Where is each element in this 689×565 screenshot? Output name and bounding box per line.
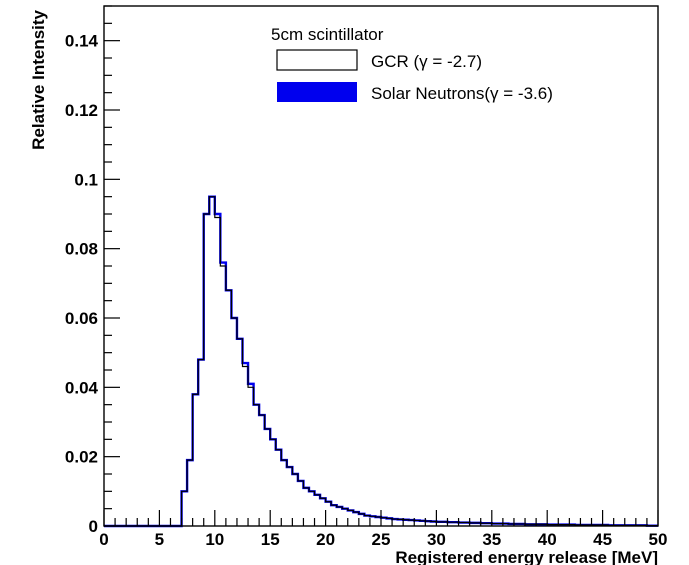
y-tick-label: 0.04 bbox=[65, 378, 99, 397]
legend-swatch-gcr bbox=[276, 49, 358, 71]
x-tick-label: 5 bbox=[155, 530, 164, 549]
legend-title: 5cm scintillator bbox=[271, 25, 384, 44]
y-tick-label: 0.1 bbox=[74, 170, 98, 189]
series-layer bbox=[104, 195, 658, 528]
x-tick-label: 20 bbox=[316, 530, 335, 549]
y-axis-title: Relative Intensity bbox=[29, 9, 48, 149]
y-tick-label: 0.02 bbox=[65, 448, 98, 467]
y-tick-label: 0.14 bbox=[65, 32, 99, 51]
legend-label-solar: Solar Neutrons(γ = -3.6) bbox=[371, 84, 553, 103]
x-tick-label: 40 bbox=[538, 530, 557, 549]
legend: 5cm scintillator GCR (γ = -2.7) Solar Ne… bbox=[271, 25, 553, 103]
x-axis-ticks: 0 5 10 15 20 25 30 35 40 45 50 bbox=[99, 510, 667, 549]
legend-swatch-solar bbox=[277, 82, 357, 102]
x-tick-label: 0 bbox=[99, 530, 108, 549]
y-axis-ticks: 0 0.02 0.04 0.06 0.08 0.1 0.12 0.14 bbox=[65, 5, 120, 536]
x-axis-title: Registered energy release [MeV] bbox=[395, 548, 658, 565]
legend-label-gcr: GCR (γ = -2.7) bbox=[371, 52, 482, 71]
x-tick-label: 30 bbox=[427, 530, 446, 549]
x-tick-label: 10 bbox=[205, 530, 224, 549]
x-tick-label: 25 bbox=[372, 530, 391, 549]
y-tick-label: 0.12 bbox=[65, 101, 98, 120]
x-tick-label: 15 bbox=[261, 530, 280, 549]
y-tick-label: 0.08 bbox=[65, 240, 98, 259]
y-tick-label: 0 bbox=[89, 517, 98, 536]
histogram-gcr bbox=[104, 196, 658, 527]
x-tick-label: 50 bbox=[649, 530, 668, 549]
x-tick-label: 35 bbox=[482, 530, 501, 549]
x-tick-label: 45 bbox=[593, 530, 612, 549]
y-tick-label: 0.06 bbox=[65, 309, 98, 328]
